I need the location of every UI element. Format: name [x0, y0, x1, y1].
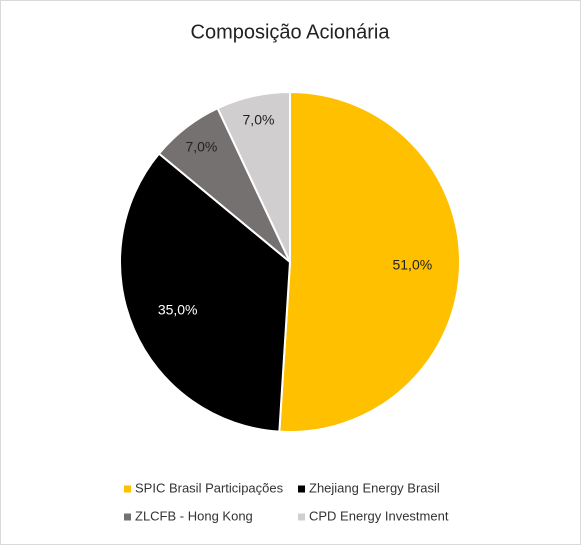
legend-label: ZLCFB - Hong Kong: [135, 508, 253, 523]
data-label: 7,0%: [243, 112, 275, 128]
data-label: 51,0%: [392, 257, 432, 273]
chart-title: Composição Acionária: [191, 21, 391, 43]
legend-marker: [124, 513, 131, 521]
legend-label: CPD Energy Investment: [309, 508, 449, 523]
pie-slice: [216, 90, 291, 263]
legend-marker: [298, 485, 305, 493]
legend-marker: [298, 513, 305, 521]
legend-label: Zhejiang Energy Brasil: [309, 480, 440, 495]
pie-slice: [278, 90, 461, 433]
data-label: 35,0%: [158, 301, 198, 317]
pie-slice: [119, 152, 292, 433]
data-label: 7,0%: [185, 139, 217, 155]
legend-label: SPIC Brasil Participações: [135, 480, 284, 495]
legend-marker: [124, 485, 131, 493]
